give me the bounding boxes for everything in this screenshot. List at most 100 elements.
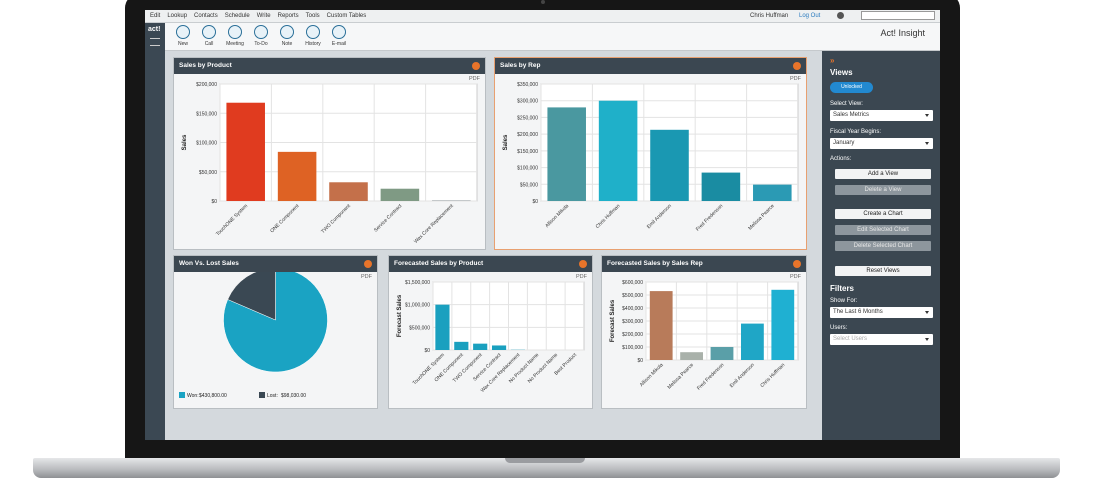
- toolbar-button[interactable]: Meeting: [222, 25, 248, 47]
- toolbar-button[interactable]: New: [170, 25, 196, 47]
- users-label: Users:: [830, 325, 848, 331]
- help-icon[interactable]: [793, 260, 801, 268]
- bar: [741, 323, 764, 360]
- bar: [753, 184, 792, 201]
- panel-header: Forecasted Sales by Sales Rep: [602, 256, 806, 272]
- toolbar-icon: [332, 25, 346, 39]
- bar: [491, 345, 507, 350]
- help-icon[interactable]: [837, 12, 844, 19]
- help-icon[interactable]: [579, 260, 587, 268]
- toolbar-label: To-Do: [254, 41, 268, 47]
- panel-title: Forecasted Sales by Sales Rep: [607, 260, 703, 267]
- bar: [226, 102, 265, 201]
- help-icon[interactable]: [364, 260, 372, 268]
- help-icon[interactable]: [793, 62, 801, 70]
- users-select[interactable]: Select Users: [830, 334, 933, 345]
- panel-header: Sales by Product: [174, 58, 485, 74]
- menu-item[interactable]: Lookup: [167, 13, 188, 19]
- toolbar-button[interactable]: E-mail: [326, 25, 352, 47]
- panel-title: Sales by Product: [179, 62, 232, 69]
- logo: act!: [148, 26, 161, 33]
- pdf-link[interactable]: PDF: [790, 76, 801, 82]
- toolbar-label: E-mail: [331, 41, 347, 47]
- bar: [432, 200, 471, 201]
- menu-item[interactable]: Custom Tables: [326, 13, 367, 19]
- chart-panel[interactable]: Sales by Rep PDF $0 $50,000 $100,000 $150,000…: [494, 57, 807, 250]
- left-strip: act!: [145, 23, 165, 440]
- chart-panel[interactable]: Won Vs. Lost Sales PDF Won: $430,800.00 Lost…: [173, 255, 378, 409]
- bar: [680, 352, 703, 360]
- menu-item[interactable]: Schedule: [224, 13, 250, 19]
- search-box[interactable]: [861, 11, 935, 20]
- chart: $0 $100,000 $200,000 $300,000 $400,000 $500,0…: [610, 280, 799, 392]
- y-tick-label: $0: [424, 348, 430, 354]
- pdf-link[interactable]: PDF: [790, 274, 801, 280]
- chart-panel[interactable]: Forecasted Sales by Sales Rep PDF $0 $100,0…: [601, 255, 807, 409]
- legend-swatch: [259, 392, 265, 398]
- y-tick-label: $50,000: [199, 170, 217, 176]
- pie-slice: [223, 272, 328, 373]
- bar: [650, 129, 689, 201]
- select-view[interactable]: Sales Metrics: [830, 110, 933, 121]
- toolbar-label: New: [177, 41, 188, 47]
- y-tick-label: $300,000: [517, 99, 538, 105]
- app-title: Act! Insight: [880, 28, 925, 38]
- menu-item[interactable]: Tools: [305, 13, 320, 19]
- pdf-link[interactable]: PDF: [576, 274, 587, 280]
- toolbar-label: Meeting: [226, 41, 244, 47]
- bar: [277, 151, 317, 201]
- x-tick-label: Melissa Pearce: [747, 203, 776, 232]
- lock-toggle[interactable]: Unlocked: [830, 82, 873, 93]
- sidebar: » Views Unlocked Select View: Sales Metr…: [822, 51, 940, 440]
- chart-panel[interactable]: Sales by Product PDF $0 $50,000 $100,000 $150…: [173, 57, 486, 250]
- action-button: Edit Selected Chart: [835, 225, 931, 235]
- chart-panel[interactable]: Forecasted Sales by Product PDF $0 $500,000…: [388, 255, 593, 409]
- show-for-select[interactable]: The Last 6 Months: [830, 307, 933, 318]
- help-icon[interactable]: [472, 62, 480, 70]
- toolbar-icon: [176, 25, 190, 39]
- logout-link[interactable]: Log Out: [799, 13, 821, 19]
- pdf-link[interactable]: PDF: [469, 76, 480, 82]
- collapse-icon[interactable]: »: [830, 56, 835, 65]
- y-tick-label: $150,000: [517, 149, 538, 155]
- user-name: Chris Huffman: [750, 13, 789, 19]
- y-tick-label: $200,000: [196, 82, 217, 88]
- legend-value: $430,800.00: [199, 393, 227, 399]
- toolbar-button[interactable]: To-Do: [248, 25, 274, 47]
- legend-label: Won:: [187, 393, 199, 399]
- screen: Edit Lookup Contacts Schedule Write Reports To…: [145, 10, 940, 440]
- bar: [473, 343, 488, 350]
- y-tick-label: $100,000: [622, 345, 643, 351]
- views-title: Views: [830, 68, 853, 77]
- y-tick-label: $1,000,000: [405, 303, 430, 309]
- menu-item[interactable]: Reports: [277, 13, 299, 19]
- toolbar-button[interactable]: Note: [274, 25, 300, 47]
- chart: $0 $500,000 $1,000,000 $1,500,000 Forecast S…: [397, 280, 585, 394]
- pdf-link[interactable]: PDF: [361, 274, 372, 280]
- laptop-notch: [505, 458, 585, 463]
- action-button[interactable]: Reset Views: [835, 266, 931, 276]
- toolbar-label: Note: [281, 41, 293, 47]
- toolbar-button[interactable]: History: [300, 25, 326, 47]
- pie-slice: [227, 272, 276, 321]
- action-button[interactable]: Add a View: [835, 169, 931, 179]
- chart: $0 $50,000 $100,000 $150,000 $200,000 $250,00…: [503, 82, 799, 233]
- fiscal-select[interactable]: January: [830, 138, 933, 149]
- toggle-label: Unlocked: [841, 84, 862, 90]
- dashboard: Sales by Product PDF $0 $50,000 $100,000 $150…: [165, 51, 822, 440]
- y-tick-label: $50,000: [520, 182, 538, 188]
- y-tick-label: $100,000: [196, 141, 217, 147]
- menu-item[interactable]: Contacts: [194, 13, 218, 19]
- menu-item[interactable]: Edit: [150, 13, 161, 19]
- action-button[interactable]: Create a Chart: [835, 209, 931, 219]
- bar: [771, 289, 795, 360]
- toolbar-button[interactable]: Call: [196, 25, 222, 47]
- toolbar-icon: [280, 25, 294, 39]
- x-tick-label: Chris Huffman: [759, 362, 786, 389]
- bar: [649, 291, 673, 360]
- menu-item[interactable]: Write: [256, 13, 271, 19]
- panel-title: Won Vs. Lost Sales: [179, 260, 239, 267]
- menu-icon[interactable]: [150, 38, 160, 46]
- legend-value: $98,030.00: [281, 393, 306, 399]
